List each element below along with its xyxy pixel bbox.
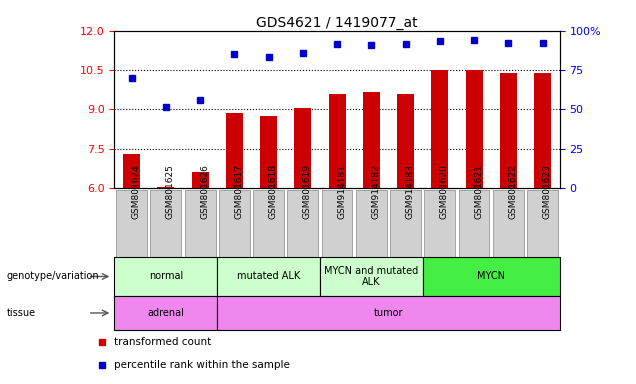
FancyBboxPatch shape (184, 190, 216, 257)
FancyBboxPatch shape (219, 190, 250, 257)
Text: GSM801617: GSM801617 (234, 164, 244, 219)
FancyBboxPatch shape (356, 190, 387, 257)
Bar (534, 73, 551, 188)
FancyBboxPatch shape (287, 190, 318, 257)
Text: GSM801622: GSM801622 (508, 164, 517, 219)
Bar (431, 70, 448, 188)
Text: GSM801624: GSM801624 (132, 164, 141, 219)
FancyBboxPatch shape (493, 190, 523, 257)
Text: transformed count: transformed count (114, 337, 211, 347)
Bar (423, 257, 560, 296)
FancyBboxPatch shape (116, 190, 147, 257)
Text: GSM801625: GSM801625 (166, 164, 175, 219)
FancyBboxPatch shape (253, 190, 284, 257)
Bar (329, 94, 345, 188)
Text: GSM801620: GSM801620 (440, 164, 449, 219)
Title: GDS4621 / 1419077_at: GDS4621 / 1419077_at (256, 16, 418, 30)
Bar (157, 187, 174, 188)
Text: GSM801626: GSM801626 (200, 164, 209, 219)
Text: GSM914181: GSM914181 (337, 164, 346, 219)
Text: MYCN: MYCN (477, 271, 505, 281)
Bar (114, 296, 218, 330)
Bar (218, 257, 320, 296)
Text: mutated ALK: mutated ALK (237, 271, 300, 281)
Bar (218, 296, 560, 330)
Text: GSM914183: GSM914183 (406, 164, 415, 219)
Text: normal: normal (149, 271, 183, 281)
Text: tumor: tumor (374, 308, 403, 318)
Text: GSM801621: GSM801621 (474, 164, 483, 219)
Text: GSM914182: GSM914182 (371, 164, 380, 219)
Bar (363, 93, 380, 188)
Text: tissue: tissue (6, 308, 36, 318)
Text: genotype/variation: genotype/variation (6, 271, 99, 281)
FancyBboxPatch shape (151, 190, 181, 257)
FancyBboxPatch shape (390, 190, 421, 257)
Bar (294, 108, 312, 188)
Bar (466, 70, 483, 188)
Text: GSM801623: GSM801623 (543, 164, 551, 219)
Bar (226, 113, 243, 188)
Bar (114, 257, 218, 296)
FancyBboxPatch shape (459, 190, 490, 257)
Text: adrenal: adrenal (148, 308, 184, 318)
Bar (500, 73, 517, 188)
Text: GSM801619: GSM801619 (303, 164, 312, 219)
Text: GSM801618: GSM801618 (268, 164, 277, 219)
Bar (123, 154, 140, 188)
FancyBboxPatch shape (527, 190, 558, 257)
Bar (320, 257, 423, 296)
Bar (397, 94, 414, 188)
FancyBboxPatch shape (424, 190, 455, 257)
Text: MYCN and mutated
ALK: MYCN and mutated ALK (324, 266, 418, 287)
Bar (191, 172, 209, 188)
Text: percentile rank within the sample: percentile rank within the sample (114, 360, 289, 370)
FancyBboxPatch shape (322, 190, 352, 257)
Bar (260, 116, 277, 188)
